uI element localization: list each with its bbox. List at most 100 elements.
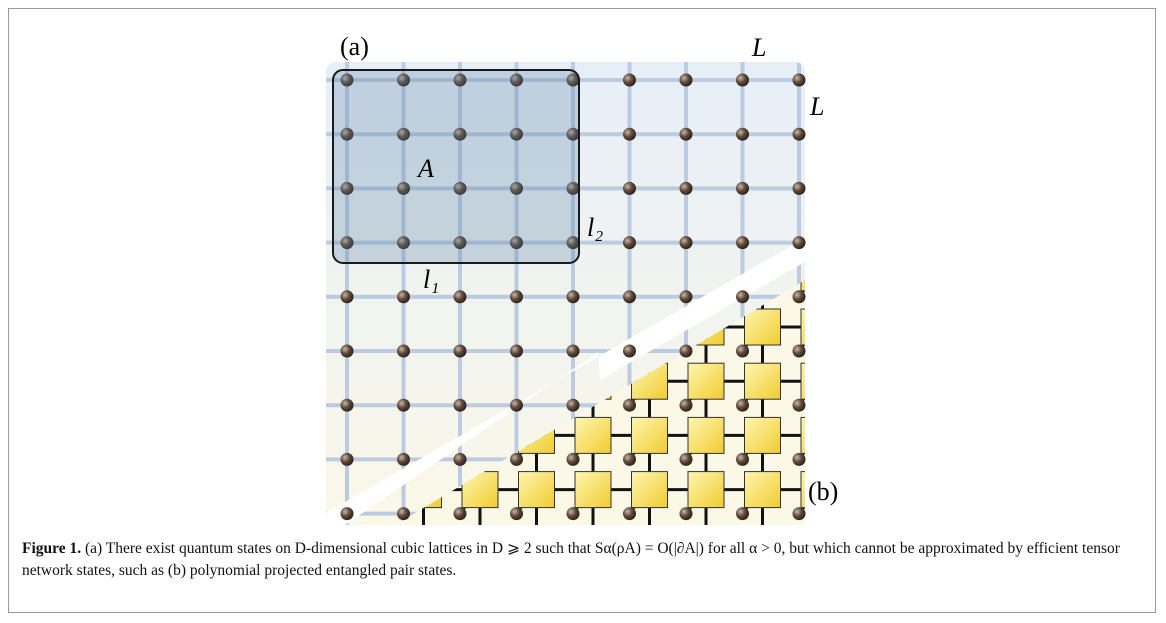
tensor <box>745 526 781 530</box>
site <box>736 128 749 141</box>
site <box>680 236 693 249</box>
tensor <box>801 201 837 237</box>
site <box>567 507 580 520</box>
tensor <box>858 146 894 182</box>
site <box>736 399 749 412</box>
tensor <box>801 255 837 291</box>
site <box>680 182 693 195</box>
tensor <box>858 201 894 237</box>
tensor <box>801 38 837 74</box>
site <box>793 453 806 466</box>
site <box>397 290 410 303</box>
site <box>680 399 693 412</box>
site <box>397 345 410 358</box>
site <box>736 290 749 303</box>
size-label: L <box>751 33 766 62</box>
caption: Figure 1. (a) There exist quantum states… <box>22 538 1132 582</box>
site <box>680 507 693 520</box>
site <box>793 507 806 520</box>
site <box>793 345 806 358</box>
site <box>510 507 523 520</box>
site <box>623 507 636 520</box>
tensor <box>688 363 724 399</box>
tensor <box>519 472 555 508</box>
tensor <box>575 526 611 530</box>
site <box>736 182 749 195</box>
site <box>454 453 467 466</box>
site <box>680 74 693 87</box>
site <box>567 453 580 466</box>
tensor <box>688 472 724 508</box>
tensor <box>858 526 894 530</box>
site <box>397 507 410 520</box>
site <box>510 345 523 358</box>
caption-text: (a) There exist quantum states on D-dime… <box>22 540 1120 579</box>
tensor <box>858 309 894 345</box>
site <box>341 290 354 303</box>
site <box>736 507 749 520</box>
site <box>567 345 580 358</box>
page: (a) L L A l₂ l₁ (b) Figure 1. (a) There … <box>0 0 1166 623</box>
site <box>397 399 410 412</box>
tensor <box>688 526 724 530</box>
site <box>623 74 636 87</box>
site <box>341 507 354 520</box>
tensor <box>858 472 894 508</box>
tensor <box>858 363 894 399</box>
site <box>793 182 806 195</box>
caption-label: Figure 1. <box>22 540 81 557</box>
tensor <box>519 526 555 530</box>
site <box>454 290 467 303</box>
tensor <box>801 146 837 182</box>
site <box>793 74 806 87</box>
tensor <box>858 92 894 128</box>
site <box>567 399 580 412</box>
panel-label: (b) <box>808 477 838 506</box>
site <box>341 453 354 466</box>
site <box>793 399 806 412</box>
tensor <box>801 526 837 530</box>
site <box>397 453 410 466</box>
site <box>623 182 636 195</box>
tensor <box>632 417 668 453</box>
site <box>793 128 806 141</box>
tensor <box>801 309 837 345</box>
site <box>623 453 636 466</box>
site <box>736 345 749 358</box>
site <box>623 128 636 141</box>
site <box>341 399 354 412</box>
site <box>623 290 636 303</box>
tensor <box>349 526 385 530</box>
site <box>680 345 693 358</box>
size-label: L <box>809 92 824 121</box>
tensor <box>575 472 611 508</box>
region-a <box>333 70 579 263</box>
tensor <box>688 417 724 453</box>
site <box>680 453 693 466</box>
tensor <box>858 417 894 453</box>
site <box>510 399 523 412</box>
tensor <box>801 363 837 399</box>
tensor <box>745 363 781 399</box>
tensor <box>745 309 781 345</box>
tensor <box>858 255 894 291</box>
tensor <box>801 417 837 453</box>
site <box>567 290 580 303</box>
site <box>454 507 467 520</box>
site <box>454 345 467 358</box>
site <box>623 236 636 249</box>
figure-art: (a) L L A l₂ l₁ (b) <box>0 0 1166 530</box>
site <box>341 345 354 358</box>
tensor <box>462 526 498 530</box>
site <box>510 290 523 303</box>
tensor <box>406 526 442 530</box>
site <box>736 453 749 466</box>
site <box>680 290 693 303</box>
site <box>623 399 636 412</box>
site <box>793 236 806 249</box>
region-label: A <box>416 154 434 183</box>
tensor <box>632 472 668 508</box>
tensor <box>745 417 781 453</box>
tensor <box>858 38 894 74</box>
site <box>623 345 636 358</box>
